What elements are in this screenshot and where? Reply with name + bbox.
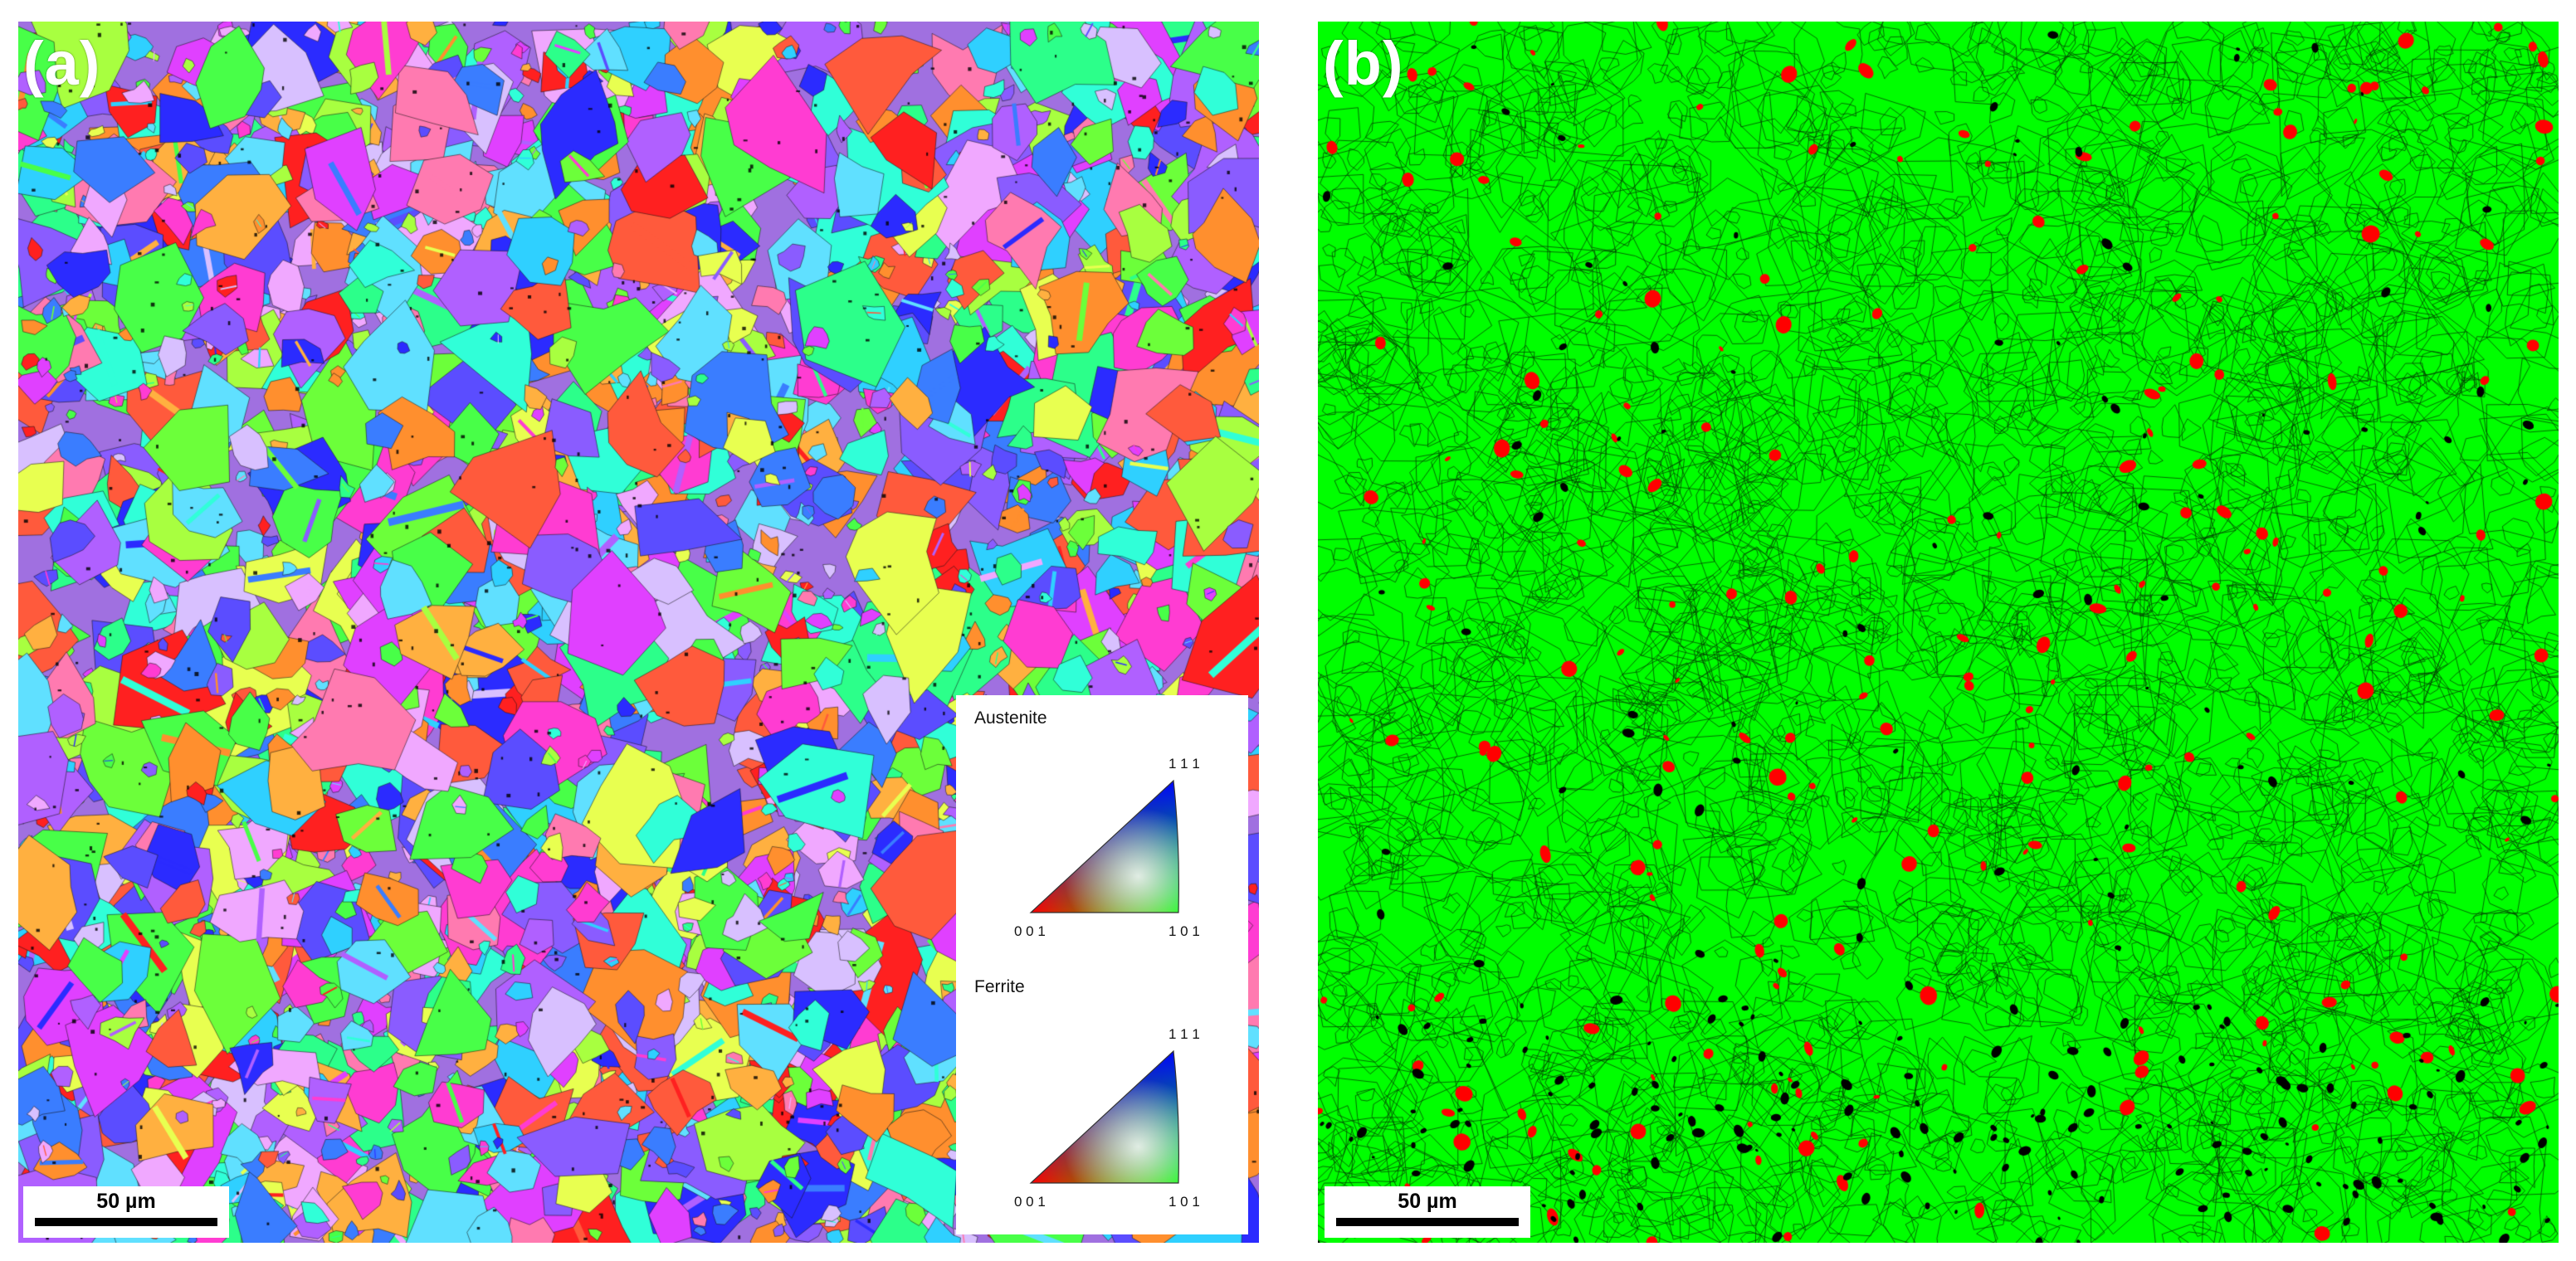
phase-map: (b) 50 µm: [1318, 22, 2559, 1243]
austenite-corner-111: 1 1 1: [1168, 756, 1200, 772]
ferrite-corner-101: 1 0 1: [1168, 1194, 1200, 1210]
scale-bar-b: 50 µm: [1325, 1186, 1530, 1238]
ferrite-corner-001: 0 0 1: [1014, 1194, 1046, 1210]
panel-a-label: (a): [23, 29, 101, 98]
ferrite-ipf-triangle: 1 1 1 0 0 1 1 0 1: [1014, 1026, 1200, 1210]
ipf-orientation-map: (a) Austenite: [18, 22, 1259, 1243]
austenite-corner-001: 0 0 1: [1014, 923, 1046, 939]
scale-bar-a-line: [35, 1218, 217, 1226]
austenite-corner-101: 1 0 1: [1168, 923, 1200, 939]
legend-ferrite-title: Ferrite: [974, 977, 1025, 996]
panel-b-label: (b): [1323, 29, 1404, 98]
scale-bar-b-label: 50 µm: [1398, 1190, 1457, 1213]
scale-bar-b-line: [1336, 1218, 1519, 1226]
ipf-color-key: Austenite: [956, 695, 1248, 1234]
ferrite-corner-111: 1 1 1: [1168, 1026, 1200, 1042]
austenite-ipf-triangle: 1 1 1 0 0 1 1 0 1: [1014, 756, 1200, 939]
phase-grain-image: [1318, 22, 2559, 1243]
scale-bar-a: 50 µm: [23, 1186, 229, 1238]
legend-austenite-title: Austenite: [974, 708, 1047, 728]
scale-bar-a-label: 50 µm: [96, 1190, 156, 1213]
